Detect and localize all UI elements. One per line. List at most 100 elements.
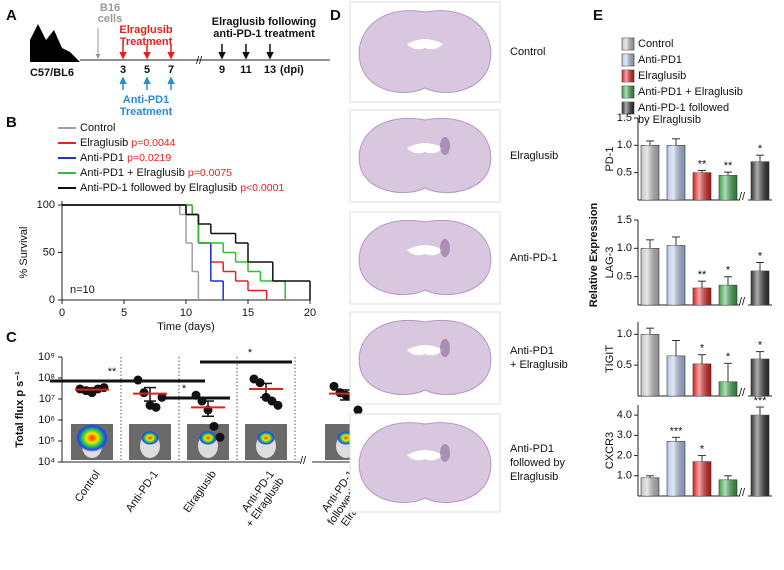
y-tick-label: 10⁵ <box>38 435 55 447</box>
legend-entry: Anti-PD1 <box>638 54 682 66</box>
significance-label: * <box>758 143 763 155</box>
day-label: 13 <box>264 64 276 76</box>
x-tick-label-line: Control <box>73 469 103 505</box>
legend-swatch-shine <box>622 38 634 50</box>
significance-label: * <box>248 347 253 359</box>
axis-break: // <box>300 455 307 467</box>
data-point <box>157 392 167 402</box>
data-point <box>215 432 225 442</box>
histology-label: Anti-PD1 + Elraglusib <box>510 345 568 371</box>
x-tick-label-line: Anti-PD-1 <box>124 469 161 515</box>
bar-shine <box>667 355 685 396</box>
x-tick-label: 15 <box>242 307 254 319</box>
histology-label-line: + Elraglusib <box>510 359 568 371</box>
bar-shine <box>693 461 711 496</box>
axis-break: // <box>739 487 746 499</box>
panel-label: D <box>330 7 341 24</box>
significance-label: * <box>700 443 705 455</box>
x-tick-label: 0 <box>59 307 65 319</box>
ventricle <box>407 245 443 256</box>
bar-shine <box>641 477 659 496</box>
histology-label-line: Elraglusib <box>510 150 558 162</box>
y-axis-title: % Survival <box>18 227 30 279</box>
legend-name: Control <box>80 122 115 134</box>
panel-label: A <box>6 7 17 24</box>
axis-break: // <box>739 387 746 399</box>
bar-shine <box>751 359 769 396</box>
x-tick-label-line: Elraglusib <box>181 469 219 515</box>
legend-entry: Anti-PD-1 followed by Elraglusib <box>638 102 729 126</box>
histology-label-line: Anti-PD1 <box>510 443 554 455</box>
y-tick-label: 1.5 <box>617 214 632 226</box>
histology-label-line: followed by <box>510 457 566 469</box>
bar-shine <box>719 175 737 200</box>
y-tick-label: 1.0 <box>617 328 632 340</box>
bar-shine <box>719 285 737 305</box>
legend-pvalue: p=0.0044 <box>131 137 175 149</box>
bar-shine <box>693 288 711 305</box>
bar-shine <box>751 271 769 305</box>
bar-shine <box>719 381 737 396</box>
cells-label: B16 cells <box>98 2 122 25</box>
histology-label: Anti-PD1 followed by Elraglusib <box>510 443 566 483</box>
brain-section <box>358 320 492 396</box>
legend-swatch-shine <box>622 70 634 82</box>
legend-entry: Control <box>80 122 115 134</box>
ventricle <box>407 143 443 154</box>
treatment-label-line: Anti-PD1 <box>123 94 169 106</box>
treatment-label: Elraglusib Treatment <box>119 24 172 48</box>
x-tick-label: Elraglusib <box>181 469 219 515</box>
lesion <box>440 339 450 357</box>
day-label: 7 <box>168 64 174 76</box>
brain-section <box>358 422 492 503</box>
significance-label: * <box>726 351 731 363</box>
bli-signal <box>257 431 275 445</box>
y-axis-title: CXCR3 <box>604 432 616 469</box>
legend-entry-line: Elraglusib <box>638 70 686 82</box>
legend-entry-line: Anti-PD-1 followed <box>638 102 729 114</box>
y-tick-label: 0 <box>49 294 55 306</box>
histology-label: Elraglusib <box>510 150 558 162</box>
ventricle <box>407 450 443 461</box>
significance-label: ** <box>698 158 707 170</box>
legend-entry: Anti-PD-1 followed by Elraglusib p<0.000… <box>80 182 284 194</box>
legend-name: Elraglusib <box>80 137 128 149</box>
y-tick-label: 2.0 <box>617 449 632 461</box>
histology-label: Control <box>510 46 545 58</box>
y-axis-title: TIGIT <box>604 345 616 373</box>
y-tick-label: 0.5 <box>617 167 632 179</box>
annotation: n=10 <box>70 284 95 296</box>
significance-label: *** <box>754 395 768 407</box>
legend-entry-line: Anti-PD1 + Elraglusib <box>638 86 743 98</box>
legend-name: Anti-PD1 + Elraglusib <box>80 167 185 179</box>
mouse-icon <box>30 24 80 62</box>
ventricle <box>407 345 443 356</box>
treatment-label-line: Treatment <box>120 36 173 48</box>
legend-entry: Elraglusib p=0.0044 <box>80 137 176 149</box>
strain: C57/BL6 <box>30 67 74 79</box>
treatment-label-line: anti-PD-1 treatment <box>213 28 315 40</box>
treatment-label-line: Elraglusib following <box>212 16 317 28</box>
histology-label-line: Anti-PD-1 <box>510 252 558 264</box>
y-axis-title: PD-1 <box>604 146 616 171</box>
bli-signal <box>199 431 217 445</box>
y-tick-label: 1.5 <box>617 112 632 124</box>
y-tick-label: 1.0 <box>617 470 632 482</box>
data-point <box>99 383 109 393</box>
y-tick-label: 3.0 <box>617 429 632 441</box>
legend-entry: Anti-PD1 + Elraglusib <box>638 86 743 98</box>
significance-label: * <box>700 343 705 355</box>
x-tick-label: 5 <box>121 307 127 319</box>
y-tick-label: 0.5 <box>617 271 632 283</box>
brain-section <box>358 220 492 296</box>
bar-shine <box>667 441 685 496</box>
y-tick-label: 10⁷ <box>39 393 55 405</box>
lesion <box>440 137 450 155</box>
data-point <box>209 421 219 431</box>
x-axis-title: Time (days) <box>157 321 215 333</box>
y-tick-label: 10⁹ <box>38 351 55 363</box>
bar-shine <box>751 161 769 200</box>
histology-label-line: Anti-PD1 <box>510 345 554 357</box>
day-label: 3 <box>120 64 126 76</box>
legend-entry-line: Anti-PD1 <box>638 54 682 66</box>
